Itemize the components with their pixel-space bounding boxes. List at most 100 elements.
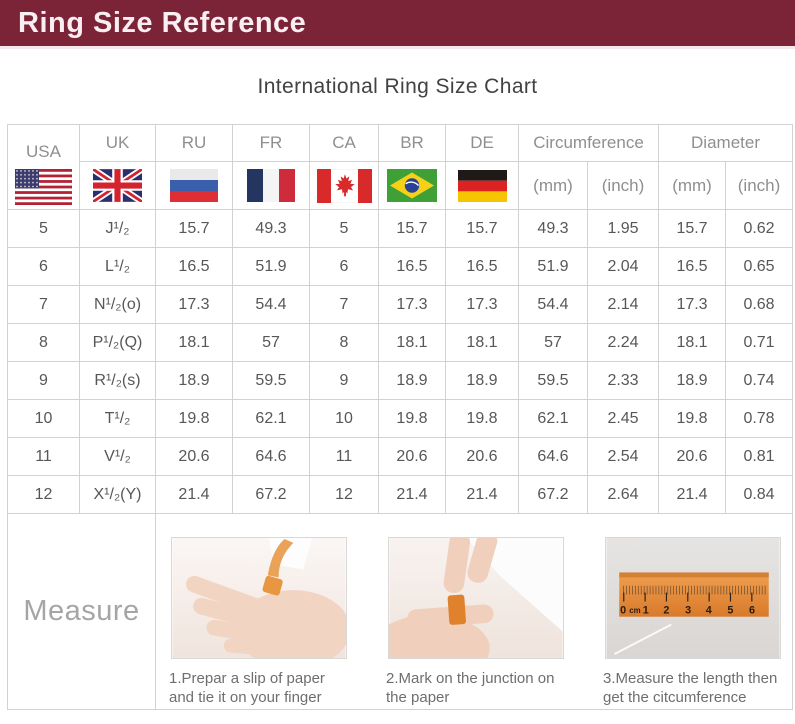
ring-size-table: USA UK RU FR CA BR DE <box>7 124 794 710</box>
page-banner: Ring Size Reference <box>0 0 795 49</box>
ru-flag-icon <box>170 169 218 202</box>
cell-ca: 9 <box>309 361 379 400</box>
cell-ru: 21.4 <box>155 475 233 514</box>
measure-step-1-caption: 1.Prepar a slip of paper and tie it on y… <box>169 669 325 706</box>
measure-step-3: 0 cm 1 2 3 4 5 6 3.Measure the length th… <box>600 536 786 707</box>
cell-ru: 19.8 <box>155 399 233 438</box>
cell-uk: L¹/₂ <box>79 247 156 286</box>
table-row: 5 J¹/₂ 15.7 49.3 5 15.7 15.7 49.3 1.95 1… <box>7 209 794 248</box>
cell-fr: 62.1 <box>232 399 310 438</box>
cell-ru: 18.9 <box>155 361 233 400</box>
cell-br: 20.6 <box>378 437 446 476</box>
cell-br: 18.9 <box>378 361 446 400</box>
table-row: 10 T¹/₂ 19.8 62.1 10 19.8 19.8 62.1 2.45… <box>7 399 794 438</box>
cell-uk: R¹/₂(s) <box>79 361 156 400</box>
ruler-mark-3: 3 <box>685 605 691 617</box>
cell-ru: 20.6 <box>155 437 233 476</box>
chart-subtitle: International Ring Size Chart <box>257 75 538 98</box>
measure-step-3-caption: 3.Measure the length then get the citcum… <box>603 669 778 706</box>
cell-usa: 10 <box>7 399 80 438</box>
uk-flag-icon <box>93 169 142 202</box>
br-flag-icon <box>387 169 437 202</box>
cell-ca: 5 <box>309 209 379 248</box>
ruler-mark-cm: cm <box>629 606 640 615</box>
cell-circ-mm: 67.2 <box>518 475 588 514</box>
cell-fr: 51.9 <box>232 247 310 286</box>
table-row: 12 X¹/₂(Y) 21.4 67.2 12 21.4 21.4 67.2 2… <box>7 475 794 514</box>
cell-fr: 59.5 <box>232 361 310 400</box>
cell-dia-inch: 0.74 <box>725 361 794 400</box>
measure-step-1: 1.Prepar a slip of paper and tie it on y… <box>166 536 352 707</box>
cell-usa: 9 <box>7 361 80 400</box>
cell-ru: 17.3 <box>155 285 233 324</box>
ru-flag-cell <box>155 161 233 210</box>
hand-marking-paper-icon <box>388 536 564 659</box>
cell-dia-inch: 0.71 <box>725 323 794 362</box>
table-row: 6 L¹/₂ 16.5 51.9 6 16.5 16.5 51.9 2.04 1… <box>7 247 794 286</box>
cell-dia-mm: 18.9 <box>658 361 727 400</box>
cell-dia-mm: 20.6 <box>658 437 727 476</box>
table-row: 8 P¹/₂(Q) 18.1 57 8 18.1 18.1 57 2.24 18… <box>7 323 794 362</box>
cell-fr: 54.4 <box>232 285 310 324</box>
cell-de: 15.7 <box>445 209 519 248</box>
cell-usa: 7 <box>7 285 80 324</box>
cell-usa: 5 <box>7 209 80 248</box>
ruler-mark-1: 1 <box>643 605 649 617</box>
cell-de: 19.8 <box>445 399 519 438</box>
cell-dia-mm: 18.1 <box>658 323 727 362</box>
circumference-inch-header: (inch) <box>586 161 660 210</box>
diameter-inch-header: (inch) <box>725 161 794 210</box>
measure-row: Measure <box>7 513 794 710</box>
cell-ru: 18.1 <box>155 323 233 362</box>
cell-dia-inch: 0.78 <box>725 399 794 438</box>
column-header-usa: USA <box>7 124 80 210</box>
cell-dia-inch: 0.81 <box>725 437 794 476</box>
cell-dia-inch: 0.68 <box>725 285 794 324</box>
ruler-mark-2: 2 <box>663 605 669 617</box>
cell-ru: 15.7 <box>155 209 233 248</box>
ca-flag-cell <box>309 161 379 210</box>
cell-ca: 10 <box>309 399 379 438</box>
cell-fr: 57 <box>232 323 310 362</box>
cell-circ-inch: 2.04 <box>586 247 660 286</box>
cell-dia-inch: 0.84 <box>725 475 794 514</box>
measure-label: Measure <box>7 513 156 710</box>
cell-dia-mm: 16.5 <box>658 247 727 286</box>
br-flag-cell <box>378 161 446 210</box>
cell-dia-mm: 19.8 <box>658 399 727 438</box>
cell-br: 16.5 <box>378 247 446 286</box>
cell-br: 19.8 <box>378 399 446 438</box>
cell-circ-inch: 2.24 <box>586 323 660 362</box>
column-header-diameter: Diameter <box>658 124 794 162</box>
cell-dia-inch: 0.65 <box>725 247 794 286</box>
cell-circ-inch: 2.14 <box>586 285 660 324</box>
page-title: Ring Size Reference <box>18 7 307 39</box>
cell-usa: 11 <box>7 437 80 476</box>
cell-circ-inch: 2.33 <box>586 361 660 400</box>
cell-circ-mm: 54.4 <box>518 285 588 324</box>
cell-circ-mm: 59.5 <box>518 361 588 400</box>
cell-circ-mm: 64.6 <box>518 437 588 476</box>
ruler-mark-0: 0 <box>620 605 626 617</box>
cell-dia-inch: 0.62 <box>725 209 794 248</box>
cell-de: 18.1 <box>445 323 519 362</box>
cell-ca: 7 <box>309 285 379 324</box>
cell-usa: 8 <box>7 323 80 362</box>
column-header-br: BR <box>378 124 446 162</box>
cell-circ-inch: 1.95 <box>586 209 660 248</box>
measure-step-2: 2.Mark on the junction on the paper <box>383 536 569 707</box>
cell-circ-inch: 2.54 <box>586 437 660 476</box>
cell-de: 21.4 <box>445 475 519 514</box>
cell-ca: 8 <box>309 323 379 362</box>
table-row: 7 N¹/₂(o) 17.3 54.4 7 17.3 17.3 54.4 2.1… <box>7 285 794 324</box>
cell-fr: 67.2 <box>232 475 310 514</box>
cell-circ-inch: 2.45 <box>586 399 660 438</box>
uk-flag-cell <box>79 161 156 210</box>
cell-ca: 6 <box>309 247 379 286</box>
cell-br: 21.4 <box>378 475 446 514</box>
header-row-flags: (mm) (inch) (mm) (inch) <box>8 161 794 210</box>
cell-circ-mm: 49.3 <box>518 209 588 248</box>
header-row-labels: USA UK RU FR CA BR DE <box>7 124 794 210</box>
cell-uk: T¹/₂ <box>79 399 156 438</box>
column-header-uk: UK <box>79 124 156 162</box>
